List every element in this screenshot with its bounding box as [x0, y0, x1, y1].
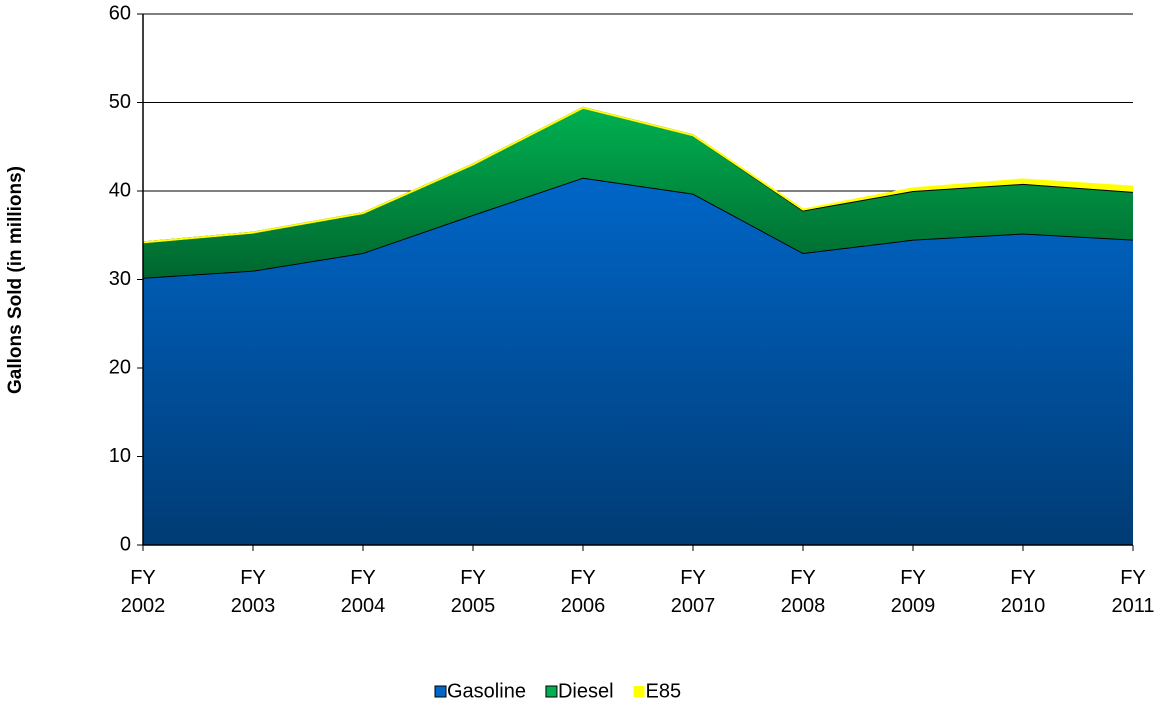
x-tick-label: FY 2010 — [1000, 567, 1046, 617]
y-tick-label: 20 — [109, 356, 131, 378]
y-axis-label: Gallons Sold (in millions) — [5, 166, 26, 394]
x-tick-label: FY 2008 — [780, 567, 826, 617]
x-tick-label: FY 2004 — [340, 567, 386, 617]
legend-swatch — [633, 686, 645, 697]
legend-swatch — [434, 685, 447, 698]
x-tick-label: FY 2007 — [670, 567, 716, 617]
x-tick-label: FY 2003 — [230, 567, 276, 617]
y-tick-label: 50 — [109, 91, 131, 113]
x-tick-label: FY 2005 — [450, 567, 496, 617]
legend-label: Diesel — [558, 680, 614, 702]
area-shade — [143, 107, 1133, 278]
y-tick-label: 60 — [109, 2, 131, 24]
legend-swatch — [545, 685, 558, 698]
y-tick-label: 40 — [109, 179, 131, 201]
y-tick-label: 10 — [109, 445, 131, 467]
x-tick-label: FY 2002 — [120, 567, 166, 617]
y-tick-label: 30 — [109, 268, 131, 290]
area-shade — [143, 177, 1133, 545]
legend-label: E85 — [646, 680, 682, 702]
x-tick-label: FY 2006 — [560, 567, 606, 617]
area-edge — [142, 106, 1134, 244]
x-tick-label: FY 2011 — [1111, 567, 1155, 617]
y-tick-label: 0 — [120, 533, 131, 555]
legend-label: Gasoline — [447, 680, 526, 702]
x-tick-label: FY 2009 — [890, 567, 936, 617]
